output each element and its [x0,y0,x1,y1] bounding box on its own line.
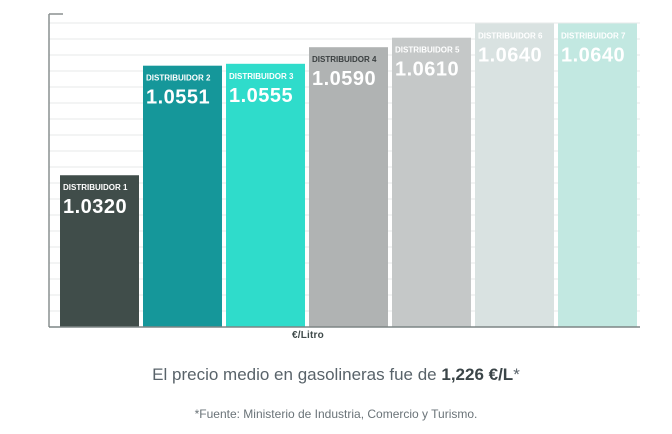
bar-category-label: DISTRIBUIDOR 3 [229,72,294,81]
bar-category-label: DISTRIBUIDOR 6 [478,31,543,40]
bar-chart: DISTRIBUIDOR 1 1.0320 DISTRIBUIDOR 2 1.0551… [48,13,640,328]
bar-category-label: DISTRIBUIDOR 1 [63,183,128,192]
bar [392,37,471,327]
bar [226,63,305,327]
bar-category-label: DISTRIBUIDOR 2 [146,74,211,83]
bar-value-label: 1.0555 [229,85,293,107]
bar-value-label: 1.0640 [478,44,542,66]
summary-text: El precio medio en gasolineras fue de [152,365,442,384]
bar [475,23,554,327]
bar [60,175,139,327]
bar-value-label: 1.0590 [312,68,376,90]
bar-value-label: 1.0610 [395,59,459,81]
x-axis-label: €/Litro [292,330,324,341]
source-note: *Fuente: Ministerio de Industria, Comerc… [194,407,478,421]
summary-value: 1,226 €/L [441,365,514,384]
bar [558,23,637,327]
bar-value-label: 1.0640 [561,44,625,66]
bar-category-label: DISTRIBUIDOR 4 [312,55,377,64]
bar-category-label: DISTRIBUIDOR 5 [395,46,460,55]
chart-canvas: DISTRIBUIDOR 1 1.0320 DISTRIBUIDOR 2 1.0551… [48,13,640,328]
bar-value-label: 1.0551 [146,87,210,109]
bar-value-label: 1.0320 [63,196,127,218]
bar [309,47,388,328]
summary-footnote-mark: * [513,365,520,384]
bar [143,65,222,328]
average-price-summary: El precio medio en gasolineras fue de 1,… [0,365,672,385]
bar-category-label: DISTRIBUIDOR 7 [561,31,626,40]
